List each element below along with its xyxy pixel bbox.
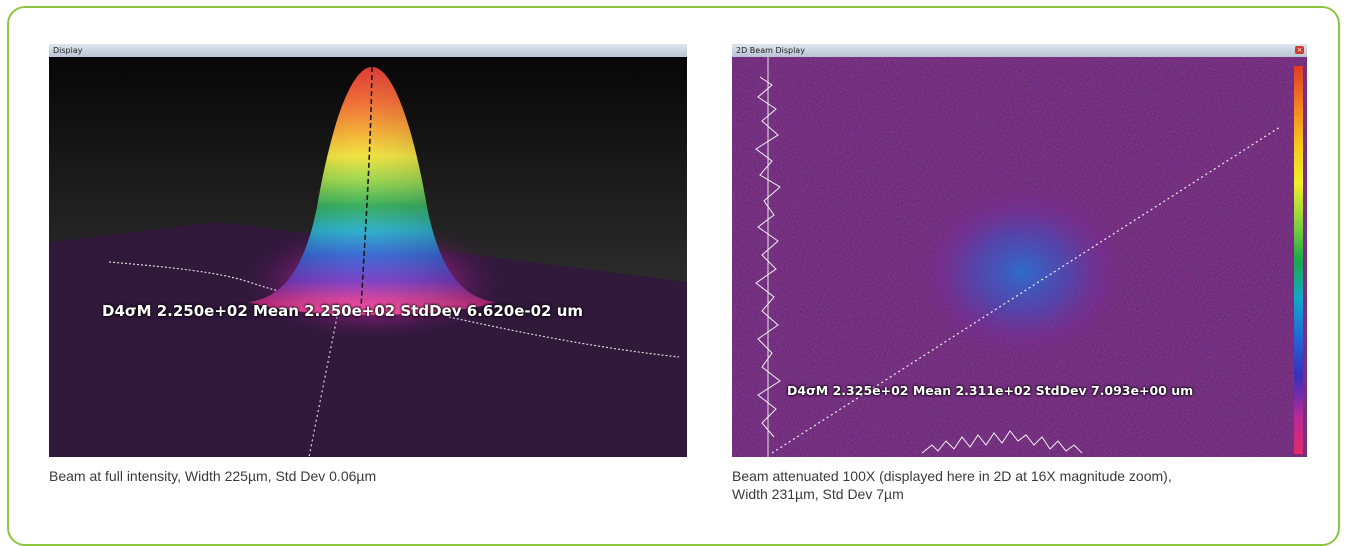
right-caption-line-1: Beam attenuated 100X (displayed here in … bbox=[732, 468, 1172, 484]
right-caption-line-2: Width 231µm, Std Dev 7µm bbox=[732, 486, 904, 502]
window-titlebar[interactable]: Display bbox=[49, 44, 687, 58]
beam-3d-plot[interactable]: D4σM 2.250e+02 Mean 2.250e+02 StdDev 6.6… bbox=[49, 57, 687, 457]
beam-3d-render bbox=[49, 57, 687, 457]
right-caption: Beam attenuated 100X (displayed here in … bbox=[732, 467, 1307, 503]
beam-measurement-readout: D4σM 2.250e+02 Mean 2.250e+02 StdDev 6.6… bbox=[102, 302, 583, 320]
window-titlebar[interactable]: 2D Beam Display × bbox=[732, 44, 1307, 58]
window-title: Display bbox=[53, 46, 83, 55]
close-icon[interactable]: × bbox=[1295, 46, 1304, 54]
beam-2d-render bbox=[732, 57, 1307, 457]
right-panel: 2D Beam Display × bbox=[732, 44, 1307, 503]
2d-beam-display-window: 2D Beam Display × bbox=[732, 44, 1307, 457]
window-title: 2D Beam Display bbox=[736, 46, 805, 55]
display-window: Display bbox=[49, 44, 687, 457]
left-panel: Display bbox=[49, 44, 687, 485]
beam-measurement-readout: D4σM 2.325e+02 Mean 2.311e+02 StdDev 7.0… bbox=[787, 383, 1194, 398]
beam-2d-plot[interactable]: D4σM 2.325e+02 Mean 2.311e+02 StdDev 7.0… bbox=[732, 57, 1307, 457]
left-caption: Beam at full intensity, Width 225µm, Std… bbox=[49, 468, 377, 484]
intensity-colorbar bbox=[1294, 66, 1303, 454]
